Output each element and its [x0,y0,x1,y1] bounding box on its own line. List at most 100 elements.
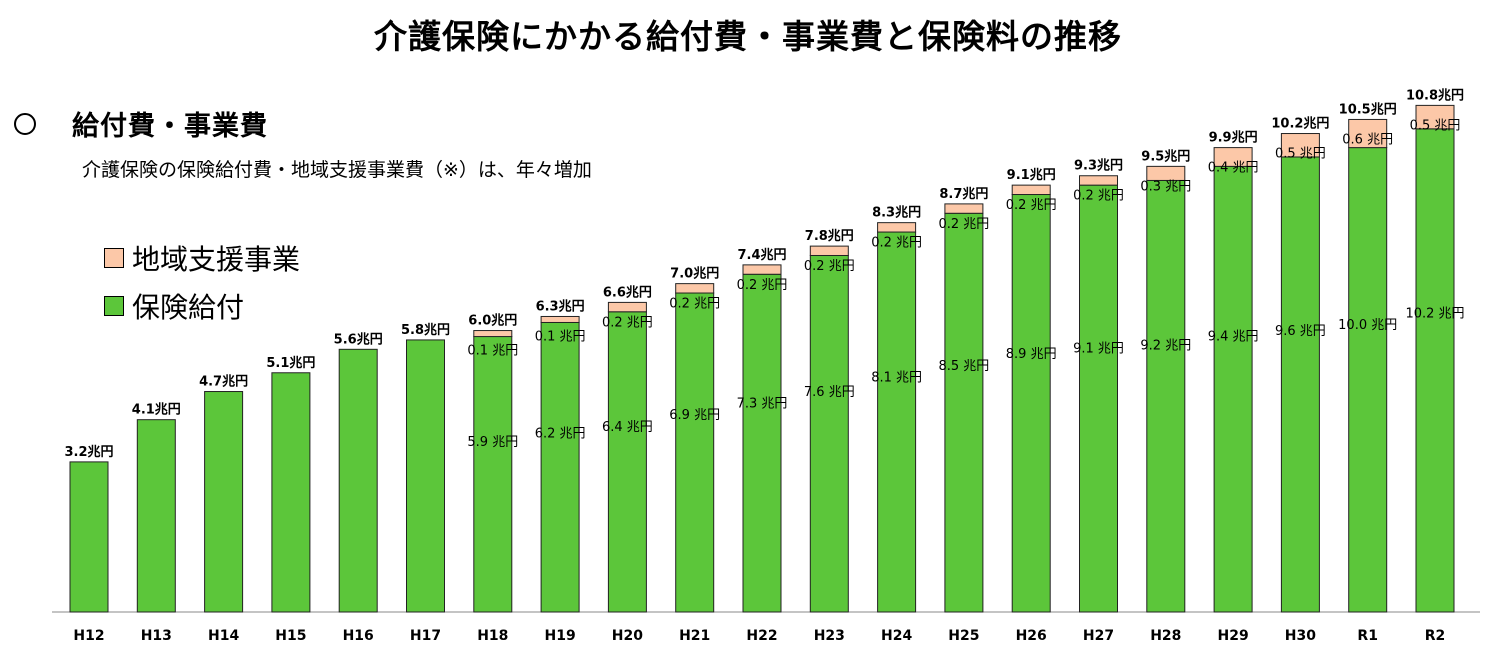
bar-segment-benefit [809,254,849,613]
bar-segment-benefit [742,273,782,613]
support-value-label: 0.5 兆円 [1275,147,1326,162]
x-tick-label: H20 [612,628,643,644]
bar-total-label: 5.1兆円 [266,355,315,371]
bar-total-label: 8.3兆円 [872,205,921,221]
section-heading: 給付費・事業費 [72,111,268,142]
bar-segment-support [1011,184,1051,196]
bar-segment-benefit [69,461,109,613]
x-tick-label: H30 [1285,628,1316,644]
x-tick-label: H22 [746,628,777,644]
bar-segment-support [877,222,917,233]
benefit-value-label: 6.9 兆円 [669,408,720,423]
bar-total-label: 4.7兆円 [199,374,248,390]
page-title: 介護保険にかかる給付費・事業費と保険料の推移 [374,17,1122,56]
x-tick-label: H24 [881,628,912,644]
benefit-value-label: 8.1 兆円 [871,370,922,385]
support-value-label: 0.4 兆円 [1208,161,1259,176]
bar-segment-support [540,315,580,323]
x-tick-label: H25 [948,628,979,644]
benefit-value-label: 9.2 兆円 [1140,338,1191,353]
bar-segment-benefit [1146,179,1186,613]
bar-total-label: 6.0兆円 [468,313,517,329]
bar-segment-benefit [1079,184,1118,613]
bar-segment-support [1213,147,1253,167]
support-value-label: 0.2 兆円 [737,278,788,293]
support-value-label: 0.2 兆円 [871,236,922,251]
bar-segment-benefit [338,348,378,613]
x-tick-label: H28 [1150,628,1181,644]
bar-segment-benefit [406,339,445,613]
support-value-label: 0.1 兆円 [467,344,518,359]
bar-total-label: 9.3兆円 [1074,158,1123,174]
x-tick-label: H12 [73,628,104,644]
bar-segment-support [1348,118,1388,149]
bar-total-label: 9.5兆円 [1141,148,1190,164]
benefit-value-label: 9.4 兆円 [1208,330,1259,345]
circle-bullet-icon [14,112,36,135]
bar-total-label: 8.7兆円 [939,186,988,202]
x-tick-label: H29 [1217,628,1248,644]
benefit-value-label: 5.9 兆円 [467,435,518,450]
support-value-label: 0.2 兆円 [1073,189,1124,204]
benefit-value-label: 7.6 兆円 [804,385,855,400]
benefit-value-label: 6.4 兆円 [602,420,653,435]
bar-segment-benefit [540,321,580,613]
support-value-label: 0.6 兆円 [1342,132,1393,147]
support-value-label: 0.1 兆円 [535,329,586,344]
bar-segment-support [1280,133,1320,158]
support-value-label: 0.2 兆円 [669,297,720,312]
benefit-value-label: 8.5 兆円 [938,359,989,374]
benefit-value-label: 10.2 兆円 [1405,306,1464,321]
x-tick-label: H14 [208,628,239,644]
chart-legend: 地域支援事業 保険給付 [104,234,300,330]
bar-segment-support [473,330,513,338]
legend-swatch [104,248,124,268]
legend-label: 地域支援事業 [132,243,301,276]
x-tick-label: H13 [141,628,172,644]
bar-total-label: 3.2兆円 [64,444,113,460]
bar-total-label: 6.3兆円 [536,298,585,314]
bar-total-label: 5.6兆円 [334,331,383,347]
bar-segment-support [1079,175,1118,186]
legend-label: 保険給付 [132,291,245,324]
bar-segment-benefit [944,212,984,613]
bar-segment-support [742,264,782,275]
bar-total-label: 6.6兆円 [603,284,652,300]
x-tick-label: H18 [477,628,508,644]
support-value-label: 0.2 兆円 [804,259,855,274]
support-value-label: 0.2 兆円 [602,315,653,330]
bar-segment-benefit [136,419,176,613]
benefit-value-label: 9.6 兆円 [1275,324,1326,339]
bar-total-label: 4.1兆円 [132,402,181,418]
legend-item: 保険給付 [104,282,300,330]
bar-segment-benefit [1213,165,1253,613]
bar-total-label: 7.4兆円 [737,247,786,263]
benefit-value-label: 7.3 兆円 [737,397,788,412]
bar-segment-support [944,203,984,214]
support-value-label: 0.5 兆円 [1410,118,1461,133]
bar-total-label: 9.9兆円 [1209,130,1258,146]
x-tick-label: R2 [1425,628,1446,644]
support-value-label: 0.2 兆円 [1006,198,1057,213]
bar-total-label: 7.8兆円 [805,228,854,244]
bar-total-label: 9.1兆円 [1007,167,1056,183]
bar-total-label: 7.0兆円 [670,266,719,282]
x-tick-label: H26 [1016,628,1047,644]
benefit-value-label: 10.0 兆円 [1338,318,1397,333]
bar-segment-support [607,301,647,313]
bar-segment-benefit [1415,128,1455,613]
bar-total-label: 5.8兆円 [401,322,450,338]
bar-segment-support [809,245,849,256]
support-value-label: 0.3 兆円 [1140,179,1191,194]
bar-segment-support [1146,165,1186,181]
x-tick-label: H21 [679,628,710,644]
benefit-value-label: 6.2 兆円 [535,426,586,441]
bar-segment-benefit [204,391,244,613]
bar-total-label: 10.2兆円 [1271,116,1329,132]
section-header: 給付費・事業費 [14,104,268,143]
bar-segment-support [1415,104,1455,130]
bar-segment-benefit [1348,147,1388,613]
bar-segment-benefit [1011,194,1051,613]
x-tick-label: R1 [1357,628,1378,644]
